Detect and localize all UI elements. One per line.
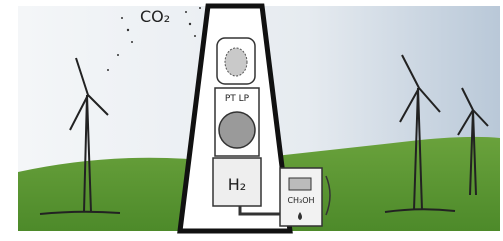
page: {"labels": {"co2": "CO₂", "membrane": "P… (0, 0, 503, 241)
membrane-label: PT LP (225, 94, 250, 104)
display (289, 178, 311, 190)
methanol-label: CH₃OH (287, 196, 314, 205)
h2-label: H₂ (228, 175, 246, 194)
tree (219, 112, 255, 148)
cell (225, 48, 247, 76)
co2-label: CO₂ (140, 7, 170, 26)
illustration: CO₂ PT LP H₂ CH₃OH (0, 0, 503, 241)
